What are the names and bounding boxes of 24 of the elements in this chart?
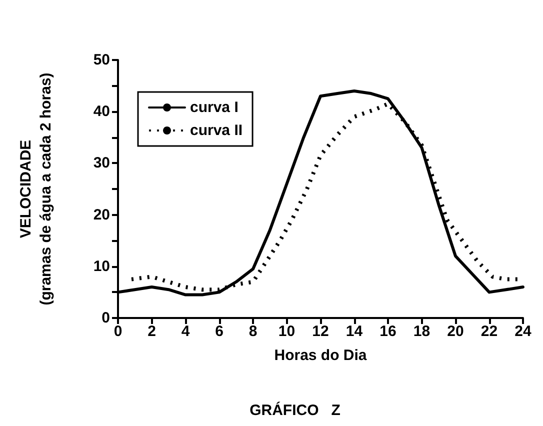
x-tick-label: 8 xyxy=(248,323,258,340)
x-tick-label: 22 xyxy=(480,323,498,340)
y-axis-title: VELOCIDADE (gramas de água a cada 2 horas) xyxy=(18,72,54,306)
legend-label: curva II xyxy=(190,122,243,139)
y-tick-label: 40 xyxy=(93,103,110,120)
x-tick-label: 14 xyxy=(346,323,364,340)
x-tick-label: 6 xyxy=(215,323,224,340)
x-tick-label: 24 xyxy=(514,323,532,340)
x-tick-label: 16 xyxy=(380,323,396,340)
x-tick-label: 18 xyxy=(413,323,430,340)
y-tick-label: 20 xyxy=(93,206,110,224)
x-tick-label: 10 xyxy=(278,323,296,340)
y-tick-label: 10 xyxy=(93,258,110,275)
y-tick-label: 0 xyxy=(102,310,110,326)
text: GRÁFICO Z xyxy=(250,401,340,419)
x-tick-label: 12 xyxy=(312,323,329,340)
legend-label: curva I xyxy=(190,99,238,116)
x-tick-label: 4 xyxy=(181,323,190,340)
x-tick-label: 20 xyxy=(447,323,464,340)
x-tick-label: 0 xyxy=(114,323,122,340)
x-tick-label: 2 xyxy=(148,323,156,340)
y-tick-label: 30 xyxy=(93,154,110,172)
y-tick-label: 50 xyxy=(93,52,110,68)
x-axis-title: Horas do Dia xyxy=(274,347,368,364)
